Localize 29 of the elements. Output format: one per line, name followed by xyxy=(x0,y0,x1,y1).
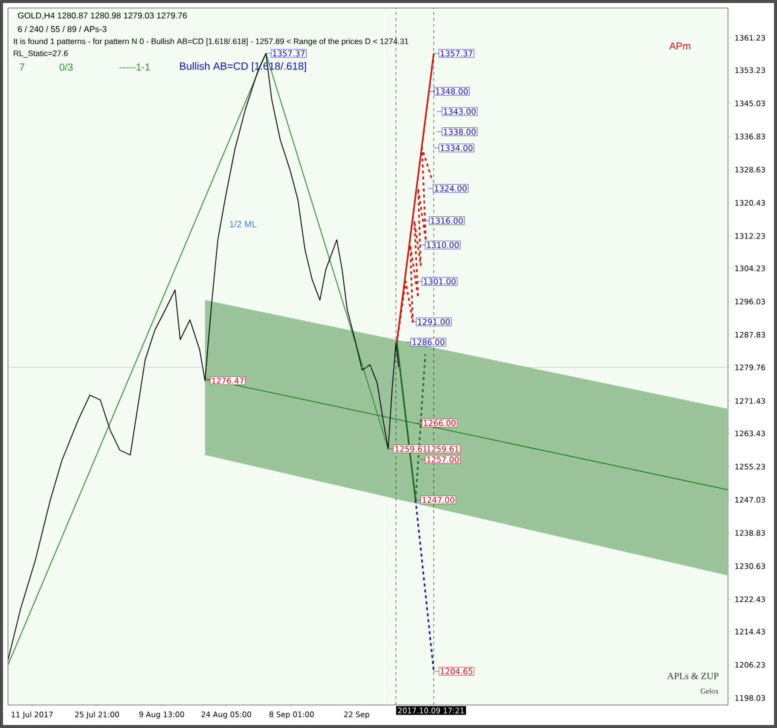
text: 6 / 240 / 55 / 89 / APs-3 xyxy=(18,26,106,32)
annotation: 1/2 ML xyxy=(230,220,256,228)
annotation: 1286.00 xyxy=(412,339,444,346)
annotation: 1291.00 xyxy=(418,318,450,325)
annotation: 7 xyxy=(20,64,24,70)
annotation: 1276.47 xyxy=(212,378,244,384)
annotation: APLs & ZUP xyxy=(667,672,718,680)
annotation: 1204.65 xyxy=(440,668,472,674)
annotation: 1343.00 xyxy=(444,108,476,115)
annotation: 1348.00 xyxy=(436,88,468,94)
annotation: 1334.00 xyxy=(440,144,472,151)
annotation: 1247.00 xyxy=(422,496,454,503)
annotation: 1357.37 xyxy=(440,50,472,56)
annotation: It is found 1 patterns - for pattern N 0 - Bullish AB=CD [1.618/.618] - 1257.89 < Range of the prices D < 1274.31 xyxy=(14,38,408,46)
annotation: 1338.00 xyxy=(444,128,476,135)
annotation: 1259.61 xyxy=(427,446,458,452)
annotation: 1324.00 xyxy=(434,185,467,192)
annotation: 1266.00 xyxy=(424,420,456,426)
annotation: 1259.61 xyxy=(395,446,427,452)
annotation: 1316.00 xyxy=(431,218,463,224)
annotation: -----1-1 xyxy=(120,64,150,70)
chart-title: GOLD,H4 1280.87 1280.98 1279.03 1279.76 xyxy=(18,12,187,20)
annotation: 1357.37 xyxy=(273,50,305,56)
annotation: 0/3 xyxy=(60,63,73,71)
annotation: 1310.00 xyxy=(427,242,459,248)
annotation: 1301.00 xyxy=(424,278,456,284)
annotation: APm xyxy=(669,42,690,50)
annotation: 1257.00 xyxy=(427,456,459,462)
annotation: RL_Static=27.6 xyxy=(14,50,68,58)
